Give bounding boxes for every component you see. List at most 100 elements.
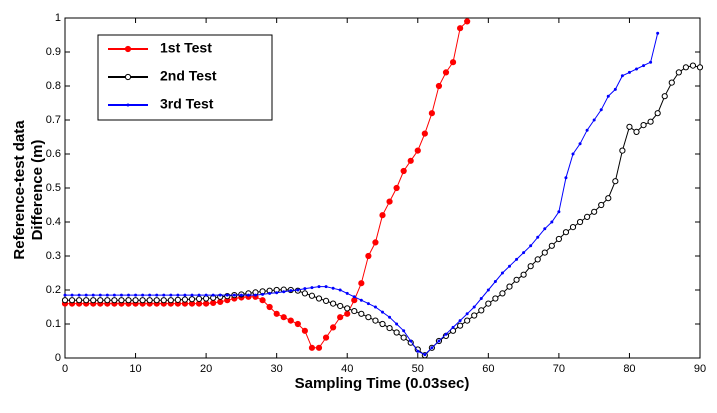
data-point xyxy=(322,334,330,341)
data-point xyxy=(210,299,217,307)
data-point xyxy=(543,227,547,231)
data-point xyxy=(303,287,307,291)
data-point xyxy=(534,256,541,263)
data-point xyxy=(592,118,596,122)
y-tick-label: 0.8 xyxy=(46,80,61,92)
y-tick-label: 0.9 xyxy=(46,46,61,58)
data-point xyxy=(372,239,379,246)
data-point xyxy=(557,210,561,214)
data-point xyxy=(190,293,194,297)
x-tick-label: 60 xyxy=(482,363,494,375)
y-tick-label: 0.5 xyxy=(46,182,61,194)
data-point xyxy=(308,292,316,299)
data-point xyxy=(188,296,196,303)
data-point xyxy=(656,31,660,35)
data-point xyxy=(239,293,243,297)
data-point xyxy=(458,319,462,323)
data-point xyxy=(358,310,365,317)
data-point xyxy=(485,300,492,307)
data-point xyxy=(76,297,83,304)
data-point xyxy=(218,293,222,297)
data-point xyxy=(472,305,476,309)
data-point xyxy=(162,293,166,297)
data-point xyxy=(261,292,265,296)
data-point xyxy=(584,213,591,220)
data-point xyxy=(407,157,414,164)
data-point xyxy=(91,293,95,297)
data-point xyxy=(393,329,400,336)
data-point xyxy=(345,291,349,295)
data-point xyxy=(457,25,464,32)
legend-label: 3rd Test xyxy=(160,96,214,112)
y-tick-label: 0.2 xyxy=(46,284,61,296)
data-point xyxy=(111,297,118,304)
data-point xyxy=(569,224,577,231)
data-point xyxy=(536,235,540,239)
data-point xyxy=(365,314,372,321)
data-point xyxy=(402,329,406,333)
data-point xyxy=(381,310,384,314)
data-point xyxy=(388,315,392,319)
data-point xyxy=(310,286,314,290)
data-point xyxy=(423,353,427,357)
data-point xyxy=(352,295,356,299)
data-point xyxy=(457,322,464,329)
data-point xyxy=(606,94,610,98)
data-point xyxy=(155,293,159,297)
data-point xyxy=(649,60,653,64)
data-point xyxy=(493,280,497,283)
data-point xyxy=(63,293,67,297)
data-point xyxy=(351,307,358,315)
data-point xyxy=(324,285,328,289)
y-tick-label: 1 xyxy=(55,12,61,24)
data-point xyxy=(689,62,697,69)
data-point xyxy=(176,293,180,297)
data-point xyxy=(668,79,675,86)
data-point xyxy=(591,208,598,215)
x-axis-label: Sampling Time (0.03sec) xyxy=(295,375,470,392)
data-point xyxy=(437,339,441,343)
data-point xyxy=(141,293,145,297)
data-point xyxy=(564,176,568,180)
x-tick-label: 10 xyxy=(129,363,141,375)
data-point xyxy=(400,167,407,175)
data-point xyxy=(442,69,450,76)
data-point xyxy=(508,264,511,268)
data-point xyxy=(280,314,287,321)
x-tick-label: 30 xyxy=(271,363,283,375)
data-point xyxy=(146,297,153,304)
data-point xyxy=(112,293,116,297)
data-point xyxy=(675,69,682,76)
series-line xyxy=(65,21,468,349)
data-point xyxy=(513,276,520,283)
data-point xyxy=(119,293,123,297)
data-point xyxy=(104,297,111,304)
data-point xyxy=(449,59,457,66)
data-point xyxy=(246,293,250,297)
y-tick-label: 0.6 xyxy=(46,148,61,160)
data-point xyxy=(529,244,533,248)
data-point xyxy=(268,291,272,295)
data-point xyxy=(181,296,189,303)
data-point xyxy=(84,293,88,297)
data-point xyxy=(153,297,160,304)
x-tick-label: 40 xyxy=(341,363,353,375)
data-point xyxy=(541,249,548,256)
data-point xyxy=(259,297,266,304)
data-point xyxy=(68,297,76,304)
data-point xyxy=(599,108,603,112)
data-point xyxy=(118,297,125,304)
data-point xyxy=(132,297,139,304)
y-axis-label: Reference-test data xyxy=(11,120,28,260)
data-point xyxy=(696,64,704,71)
data-point xyxy=(337,314,344,321)
data-point xyxy=(287,317,294,324)
data-point xyxy=(499,290,506,297)
data-point xyxy=(654,110,661,117)
data-point xyxy=(211,293,215,297)
plot-frame xyxy=(64,17,701,359)
data-point xyxy=(148,293,152,297)
data-point xyxy=(562,229,570,236)
data-point xyxy=(492,295,499,302)
